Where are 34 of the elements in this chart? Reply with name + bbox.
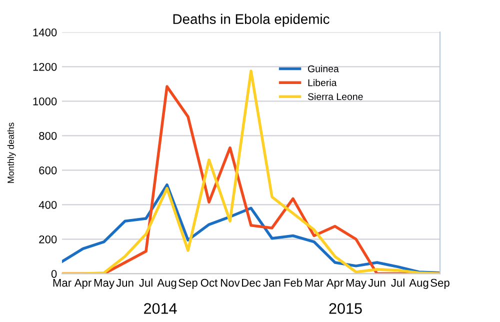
y-tick-label: 1000: [33, 97, 57, 106]
x-tick-label: Jan: [263, 278, 280, 287]
x-tick-label: Sep: [430, 278, 450, 289]
x-tick-label: Apr: [74, 278, 92, 289]
x-tick-label: Jun: [368, 278, 386, 287]
x-tick-label: Nov: [221, 278, 240, 287]
x-tick-label: Mar: [53, 278, 72, 287]
y-tick-label: 1400: [33, 28, 57, 36]
x-tick-label: Mar: [305, 278, 324, 287]
x-tick-label: Apr: [326, 278, 344, 289]
legend-label: Sierra Leone: [308, 92, 363, 100]
x-tick-label: Dec: [242, 278, 261, 287]
text: 2015: [329, 303, 362, 314]
text: 2014: [144, 303, 177, 314]
x-tick-label: Oct: [200, 278, 218, 287]
x-tick-label: Jul: [139, 278, 152, 287]
x-tick-label: May: [346, 278, 366, 289]
x-tick-label: Sep: [178, 278, 198, 289]
y-tick-label: 0: [51, 270, 57, 278]
y-axis-title: Monthly deaths: [7, 122, 16, 183]
y-tick-label: 400: [38, 200, 57, 209]
chart-title: Deaths in Ebola epidemic: [173, 14, 330, 27]
y-tick-label: 200: [39, 235, 57, 244]
x-tick-label: May: [94, 278, 114, 289]
x-tick-label: Aug: [157, 278, 176, 289]
y-tick-label: 800: [39, 132, 57, 140]
legend-label: Guinea: [308, 65, 339, 72]
x-tick-label: Jul: [391, 278, 404, 287]
legend-label: Liberia: [308, 79, 337, 86]
x-tick-label: Jun: [116, 278, 134, 287]
x-tick-label: Aug: [409, 278, 428, 289]
x-tick-label: Feb: [284, 278, 302, 287]
y-tick-label: 600: [39, 166, 57, 174]
y-tick-label: 1200: [33, 62, 57, 71]
